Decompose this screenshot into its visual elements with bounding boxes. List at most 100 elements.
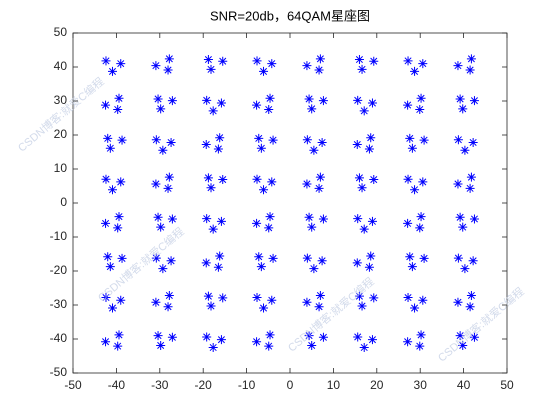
point [202, 95, 212, 105]
point [353, 332, 363, 342]
point [113, 341, 123, 351]
x-tick-label: -30 [151, 378, 169, 392]
point [116, 295, 126, 305]
point [105, 262, 115, 272]
point [458, 222, 468, 232]
point [267, 295, 277, 305]
point [453, 297, 463, 307]
point [302, 179, 312, 189]
point [216, 335, 226, 345]
point [416, 93, 426, 103]
point [315, 290, 325, 300]
point [364, 144, 374, 154]
point [213, 262, 223, 272]
y-tick-label: 10 [54, 161, 68, 175]
point [117, 135, 127, 145]
y-tick-label: -20 [50, 263, 68, 277]
point [403, 337, 413, 347]
point [203, 55, 213, 65]
point [114, 93, 124, 103]
point [167, 96, 177, 106]
point [304, 331, 314, 341]
point [354, 173, 364, 183]
point [415, 341, 425, 351]
point [153, 212, 163, 222]
point [101, 218, 111, 228]
point [208, 106, 218, 116]
point [117, 253, 127, 263]
point [458, 104, 468, 114]
point [252, 174, 262, 184]
point [265, 93, 275, 103]
point [367, 335, 377, 345]
y-tick-label: -50 [50, 365, 68, 379]
point [151, 253, 161, 263]
x-tick-label: 20 [370, 378, 384, 392]
point [116, 59, 126, 69]
point [416, 212, 426, 222]
point [367, 216, 377, 226]
point [307, 222, 317, 232]
point [151, 61, 161, 71]
point [158, 264, 168, 274]
point [167, 214, 177, 224]
point [453, 253, 463, 263]
point [367, 98, 377, 108]
point [167, 332, 177, 342]
point [410, 66, 420, 76]
point [206, 64, 216, 74]
y-tick-label: -40 [50, 331, 68, 345]
y-tick-label: 20 [54, 127, 68, 141]
point [151, 135, 161, 145]
y-tick-label: 0 [60, 195, 67, 209]
point [264, 223, 274, 233]
point [304, 212, 314, 222]
point [357, 183, 367, 193]
point [317, 256, 327, 266]
point [218, 56, 228, 66]
point [302, 61, 312, 71]
point [259, 185, 269, 195]
point [403, 56, 413, 66]
point [206, 301, 216, 311]
point [419, 253, 429, 263]
x-tick-label: 50 [500, 378, 514, 392]
point [318, 332, 328, 342]
point [216, 98, 226, 108]
point [466, 172, 476, 182]
point [164, 290, 174, 300]
point [314, 65, 324, 75]
point [163, 183, 173, 193]
point [307, 340, 317, 350]
point [353, 95, 363, 105]
point [254, 252, 264, 262]
point [107, 185, 117, 195]
point [164, 172, 174, 182]
point [208, 343, 218, 352]
point [265, 330, 275, 340]
x-tick-label: -40 [108, 378, 126, 392]
point [455, 94, 465, 104]
point [304, 94, 314, 104]
point [201, 258, 211, 268]
point [252, 100, 262, 110]
point [101, 293, 111, 303]
point [101, 174, 111, 184]
point [419, 135, 429, 145]
marks [101, 54, 479, 352]
point [302, 135, 312, 145]
point [455, 331, 465, 341]
point [202, 214, 212, 224]
point [317, 137, 327, 147]
point [469, 332, 479, 342]
point [202, 332, 212, 342]
point [103, 252, 113, 262]
point [107, 66, 117, 76]
point [107, 303, 117, 313]
point [469, 214, 479, 224]
y-tick-label: -30 [50, 297, 68, 311]
point [415, 105, 425, 114]
chart-title: SNR=20db，64QAM星座图 [210, 8, 370, 23]
point [208, 224, 218, 234]
